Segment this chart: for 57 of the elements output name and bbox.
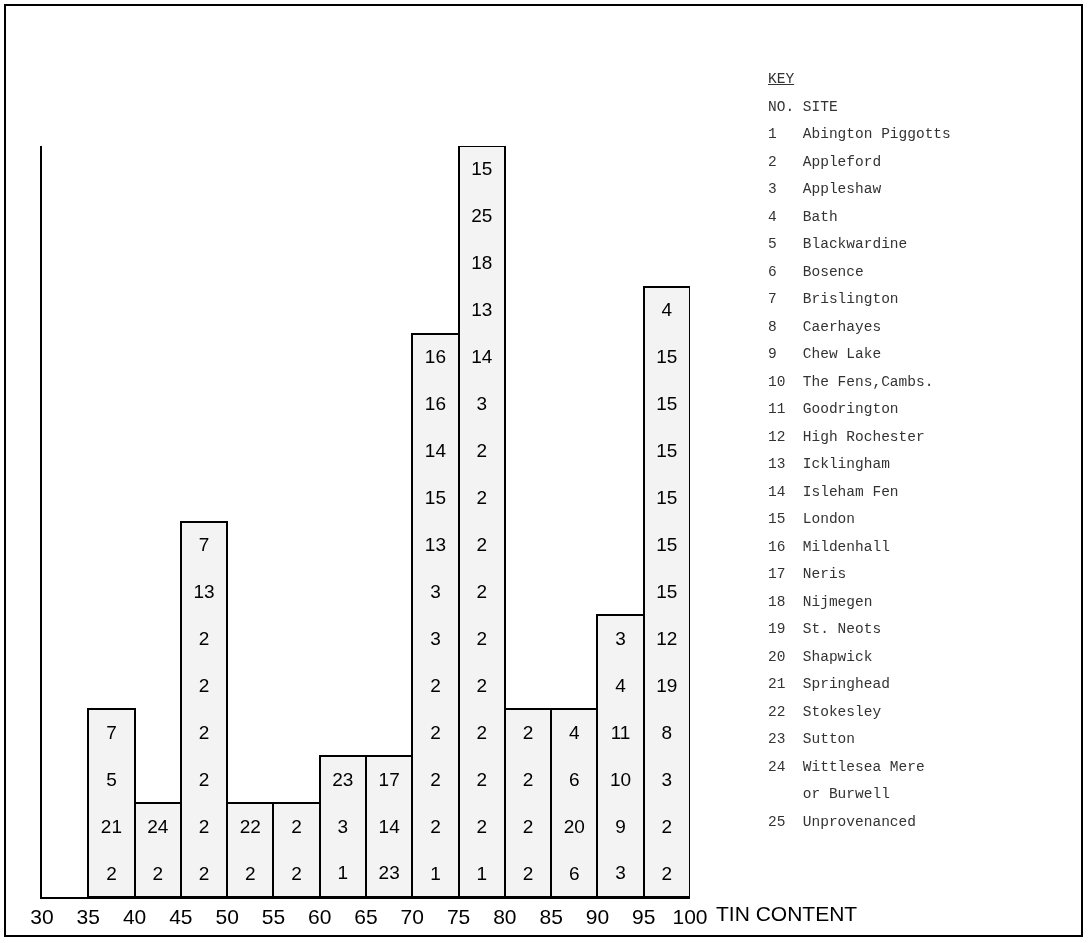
x-tick-label: 95 [632,905,656,929]
text: 11 Goodrington [768,400,900,419]
x-tick-label: 80 [493,905,517,929]
x-tick-label: 35 [76,905,100,929]
text: 22 Stokesley [768,702,883,722]
text: 10 The Fens,Cambs. [768,372,935,392]
text: 4 Bath [768,207,839,227]
text: 15 25 18 13 14 3 2 2 2 2 2 2 2 2 2 1 [471,158,493,884]
x-tick-label: 70 [400,905,424,929]
text: 3 Appleshaw [768,180,883,199]
text: 23 3 1 [332,768,354,884]
x-tick-label: 55 [261,905,286,929]
text: 15 London [768,510,857,529]
x-tick-label: 60 [308,905,332,929]
x-tick-label: 40 [122,905,147,929]
text: 7 13 2 2 2 2 2 2 [193,533,215,884]
text: 7 5 21 2 [100,721,122,884]
text: 4 15 15 15 15 15 15 12 19 8 3 2 2 [656,299,678,884]
x-tick-label: 85 [539,905,563,929]
x-tick-label: 65 [354,905,378,929]
text: KEY [768,70,796,89]
x-axis-title: TIN CONTENT [716,902,858,925]
text: 25 Unprovenanced [768,812,917,832]
x-tick-label: 90 [585,905,610,929]
text: 24 2 [147,815,169,884]
text: 8 Caerhayes [768,317,883,337]
text: 2 Appleford [768,152,883,172]
text: 12 High Rochester [768,427,926,447]
text: 18 Nijmegen [768,592,874,612]
text: 2 [244,862,256,884]
text: 6 Bosence [768,262,865,282]
x-tick-label: 50 [215,905,239,929]
text: NO. SITE [768,97,839,117]
text: 24 Wittlesea Mere or Burwell [768,757,926,804]
x-tick-label: 30 [30,905,54,929]
text: 13 Icklingham [768,455,891,474]
text: 4 6 20 6 [563,721,585,884]
text: 23 Sutton [768,730,857,749]
text: 19 St. Neots [768,620,883,639]
text: 3 4 11 10 9 3 [609,627,632,884]
text: 7 Brislington [768,290,900,309]
text: 20 Shapwick [768,647,874,667]
text: 5 Blackwardine [768,235,909,254]
text: 16 Mildenhall [768,537,891,557]
text: 17 Neris [768,565,848,584]
text: 1 Abington Piggotts [768,125,951,144]
x-tick-label: 100 [672,905,708,929]
text: 9 Chew Lake [768,345,883,364]
annotation: 22 [239,815,261,838]
text: 14 Isleham Fen [768,482,900,502]
text: 2 2 2 2 [522,721,534,884]
text: 17 14 23 [378,768,400,884]
text: 21 Springhead [768,675,891,694]
x-tick-label: 75 [446,905,471,929]
text: 16 16 14 15 13 3 3 2 2 2 2 1 [424,346,446,884]
x-tick-label: 45 [169,905,193,929]
text: 2 2 [291,815,302,884]
